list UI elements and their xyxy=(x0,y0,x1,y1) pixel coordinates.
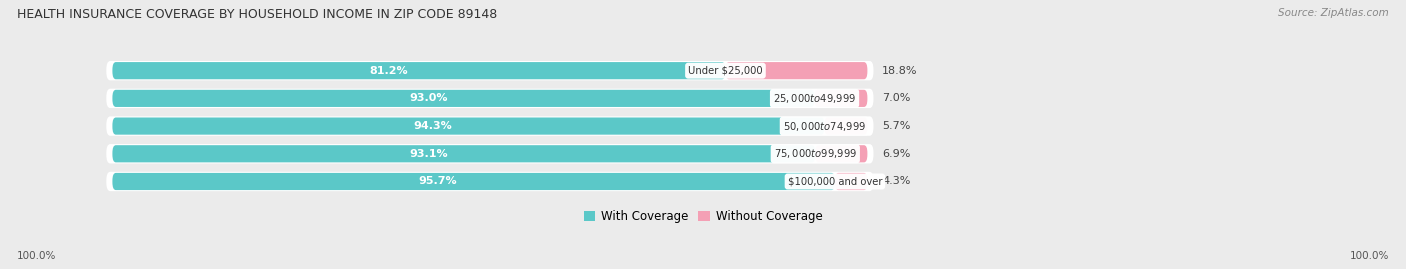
FancyBboxPatch shape xyxy=(112,118,824,135)
FancyBboxPatch shape xyxy=(107,116,873,136)
Text: $75,000 to $99,999: $75,000 to $99,999 xyxy=(773,147,856,160)
Text: 6.9%: 6.9% xyxy=(882,149,910,159)
Legend: With Coverage, Without Coverage: With Coverage, Without Coverage xyxy=(579,205,827,228)
Text: 81.2%: 81.2% xyxy=(368,66,408,76)
Text: $100,000 and over: $100,000 and over xyxy=(787,176,882,186)
FancyBboxPatch shape xyxy=(107,144,873,164)
Text: 7.0%: 7.0% xyxy=(882,93,910,103)
Text: 93.0%: 93.0% xyxy=(409,93,447,103)
FancyBboxPatch shape xyxy=(815,145,868,162)
Text: 100.0%: 100.0% xyxy=(1350,251,1389,261)
FancyBboxPatch shape xyxy=(112,90,814,107)
Text: 5.7%: 5.7% xyxy=(882,121,910,131)
Text: HEALTH INSURANCE COVERAGE BY HOUSEHOLD INCOME IN ZIP CODE 89148: HEALTH INSURANCE COVERAGE BY HOUSEHOLD I… xyxy=(17,8,498,21)
Text: 18.8%: 18.8% xyxy=(882,66,918,76)
Text: 100.0%: 100.0% xyxy=(17,251,56,261)
FancyBboxPatch shape xyxy=(107,89,873,108)
FancyBboxPatch shape xyxy=(112,173,835,190)
FancyBboxPatch shape xyxy=(835,173,868,190)
Text: $50,000 to $74,999: $50,000 to $74,999 xyxy=(783,120,866,133)
Text: 94.3%: 94.3% xyxy=(413,121,453,131)
FancyBboxPatch shape xyxy=(824,118,868,135)
Text: Under $25,000: Under $25,000 xyxy=(688,66,763,76)
Text: 93.1%: 93.1% xyxy=(409,149,449,159)
Text: 95.7%: 95.7% xyxy=(418,176,457,186)
FancyBboxPatch shape xyxy=(814,90,868,107)
Text: $25,000 to $49,999: $25,000 to $49,999 xyxy=(773,92,856,105)
Text: Source: ZipAtlas.com: Source: ZipAtlas.com xyxy=(1278,8,1389,18)
FancyBboxPatch shape xyxy=(112,62,725,79)
FancyBboxPatch shape xyxy=(107,172,873,191)
Text: 4.3%: 4.3% xyxy=(882,176,910,186)
FancyBboxPatch shape xyxy=(725,62,868,79)
FancyBboxPatch shape xyxy=(112,145,815,162)
FancyBboxPatch shape xyxy=(107,61,873,80)
